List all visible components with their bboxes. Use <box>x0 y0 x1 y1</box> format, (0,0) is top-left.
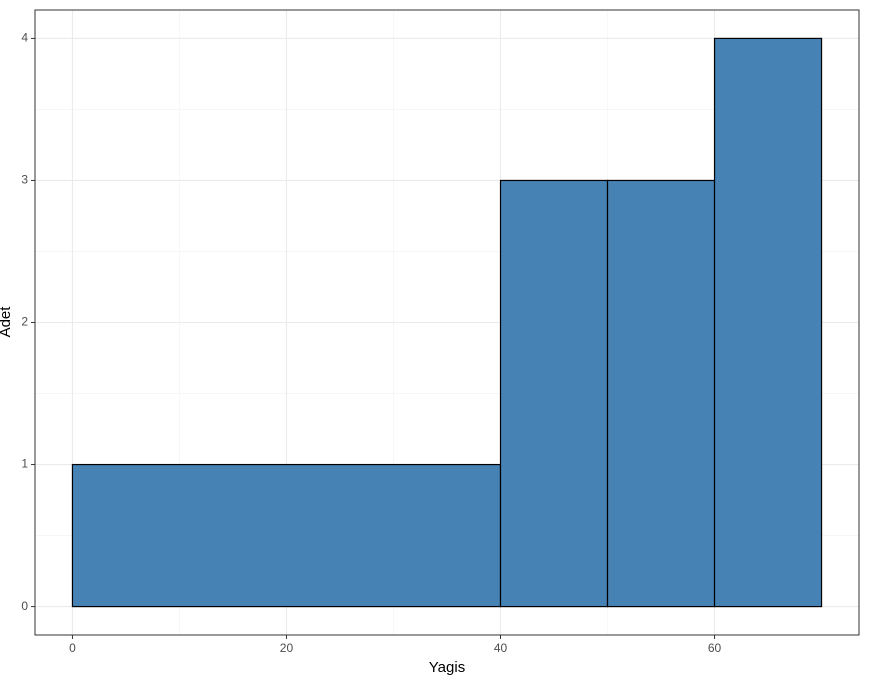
y-tick-label: 4 <box>21 31 28 45</box>
y-axis-title: Adet <box>0 306 14 338</box>
bar <box>606 179 716 608</box>
y-tick-label: 3 <box>21 173 28 187</box>
bar <box>713 37 823 608</box>
panel-border <box>34 9 860 636</box>
y-tick-label: 0 <box>21 599 28 613</box>
x-axis-title: Yagis <box>429 659 465 676</box>
x-tick-label: 0 <box>69 641 76 655</box>
y-tick-label: 2 <box>21 315 28 329</box>
x-tick-label: 60 <box>708 641 722 655</box>
x-tick-label: 40 <box>494 641 508 655</box>
bar <box>71 463 502 608</box>
y-tick-label: 1 <box>21 457 28 471</box>
x-tick-label: 20 <box>280 641 294 655</box>
bar <box>499 179 609 608</box>
